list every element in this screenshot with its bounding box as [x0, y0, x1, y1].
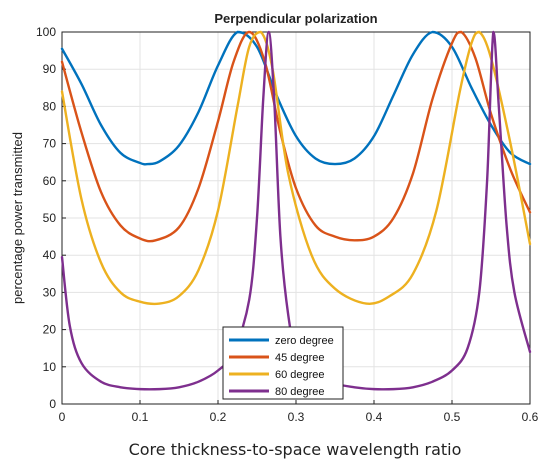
- axis-ticks: 0 0.1 0.2 0.3 0.4 0.5 0.6 0 10 20 30 40 50 60 70 80 90 10…: [36, 25, 539, 424]
- x-tick-label: 0.3: [288, 410, 305, 424]
- y-tick-label: 80: [43, 99, 57, 113]
- series-lines: [60, 30, 532, 391]
- chart-title: Perpendicular polarization: [214, 11, 377, 26]
- x-tick-label: 0: [59, 410, 66, 424]
- x-tick-label: 0.4: [366, 410, 383, 424]
- series-line-80-degree: [60, 30, 532, 391]
- legend: zero degree 45 degree 60 degree 80 degree: [222, 326, 344, 400]
- y-tick-label: 20: [43, 323, 57, 337]
- series-line-60-degree: [60, 30, 532, 306]
- y-tick-label: 50: [43, 211, 57, 225]
- x-tick-label: 0.6: [522, 410, 539, 424]
- y-tick-label: 0: [49, 397, 56, 411]
- y-tick-label: 100: [36, 25, 56, 39]
- y-tick-label: 90: [43, 62, 57, 76]
- legend-label: zero degree: [275, 335, 334, 347]
- y-tick-label: 60: [43, 174, 57, 188]
- y-tick-label: 10: [43, 360, 57, 374]
- legend-label: 45 degree: [275, 352, 325, 364]
- y-tick-label: 40: [43, 248, 57, 262]
- x-axis-label: Core thickness-to-space wavelength ratio: [128, 440, 462, 459]
- x-tick-label: 0.5: [444, 410, 461, 424]
- y-tick-label: 70: [43, 137, 57, 151]
- y-tick-label: 30: [43, 285, 57, 299]
- y-axis-label: percentage power transmitted: [10, 132, 25, 304]
- x-tick-label: 0.1: [132, 410, 149, 424]
- series-line-45-degree: [60, 30, 532, 243]
- legend-label: 60 degree: [275, 369, 325, 381]
- x-tick-label: 0.2: [210, 410, 227, 424]
- legend-label: 80 degree: [275, 386, 325, 398]
